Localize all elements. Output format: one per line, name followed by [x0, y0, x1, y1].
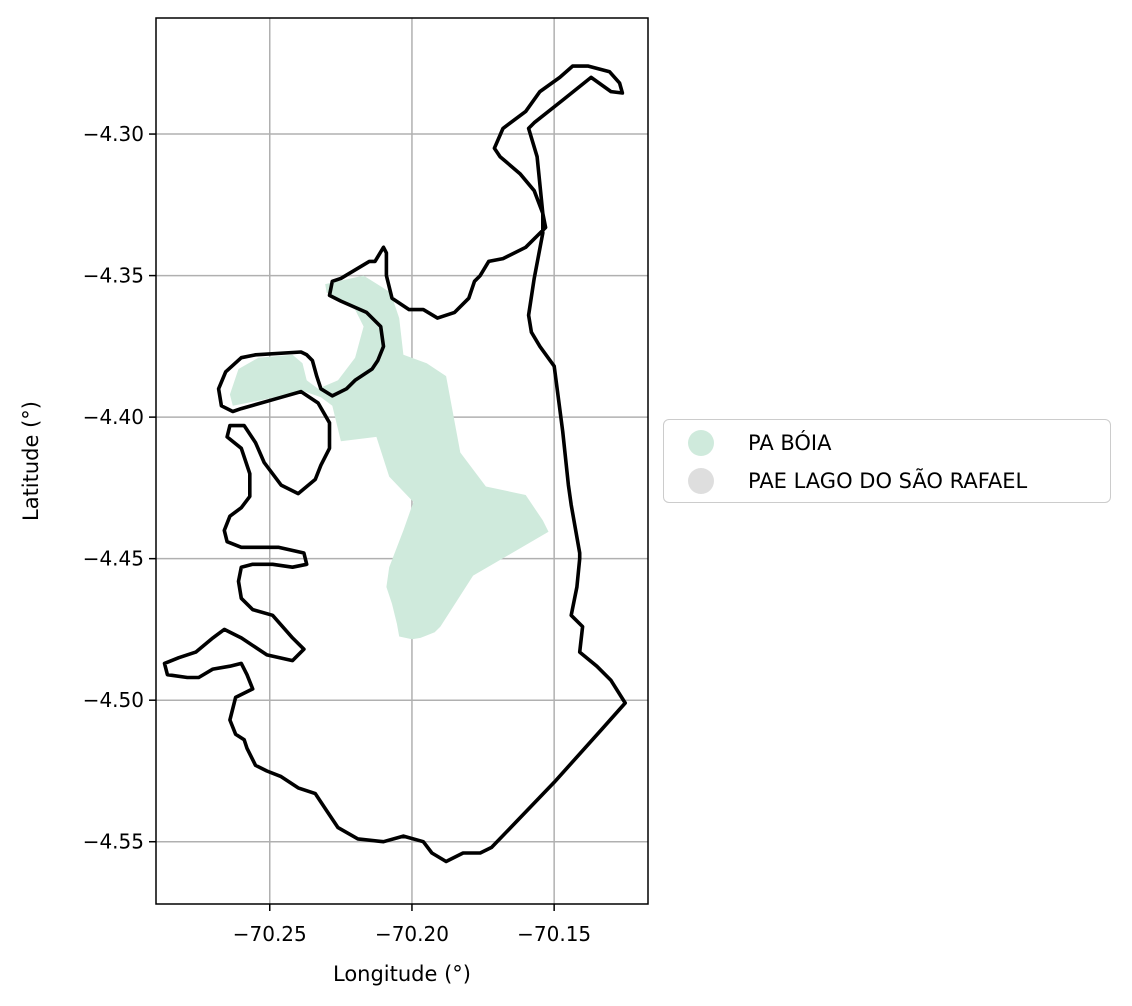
x-tick-label-0: −70.25 — [233, 922, 307, 946]
y-tick-label-3: −4.45 — [83, 547, 144, 571]
legend: PA BÓIA PAE LAGO DO SÃO RAFAEL — [663, 419, 1111, 503]
x-tick-label-1: −70.20 — [375, 922, 449, 946]
plot-frame — [155, 17, 649, 905]
legend-swatch-pae-lago-do-sao-rafael — [688, 468, 714, 494]
y-tick-label-2: −4.40 — [83, 405, 144, 429]
pae-lago-do-sao-rafael-outline[interactable] — [162, 64, 628, 864]
y-tick-label-1: −4.35 — [83, 264, 144, 288]
pa-boia-area[interactable] — [229, 275, 549, 640]
legend-item-pae-lago-do-sao-rafael[interactable]: PAE LAGO DO SÃO RAFAEL — [664, 466, 1027, 496]
y-axis: −4.30 −4.35 −4.40 −4.45 −4.50 −4.55 — [83, 122, 156, 854]
x-tick-label-2: −70.15 — [517, 922, 591, 946]
y-tick-label-4: −4.50 — [83, 688, 144, 712]
legend-label-pae-lago-do-sao-rafael: PAE LAGO DO SÃO RAFAEL — [748, 469, 1028, 493]
legend-label-pa-boia: PA BÓIA — [748, 431, 832, 455]
x-axis: −70.25 −70.20 −70.15 — [233, 904, 591, 946]
x-axis-label: Longitude (°) — [333, 962, 471, 986]
y-tick-label-5: −4.55 — [83, 830, 144, 854]
legend-item-pa-boia[interactable]: PA BÓIA — [664, 428, 832, 458]
y-axis-label: Latitude (°) — [19, 401, 43, 521]
y-tick-label-0: −4.30 — [83, 122, 144, 146]
legend-swatch-pa-boia — [688, 430, 714, 456]
polygons — [162, 64, 628, 864]
